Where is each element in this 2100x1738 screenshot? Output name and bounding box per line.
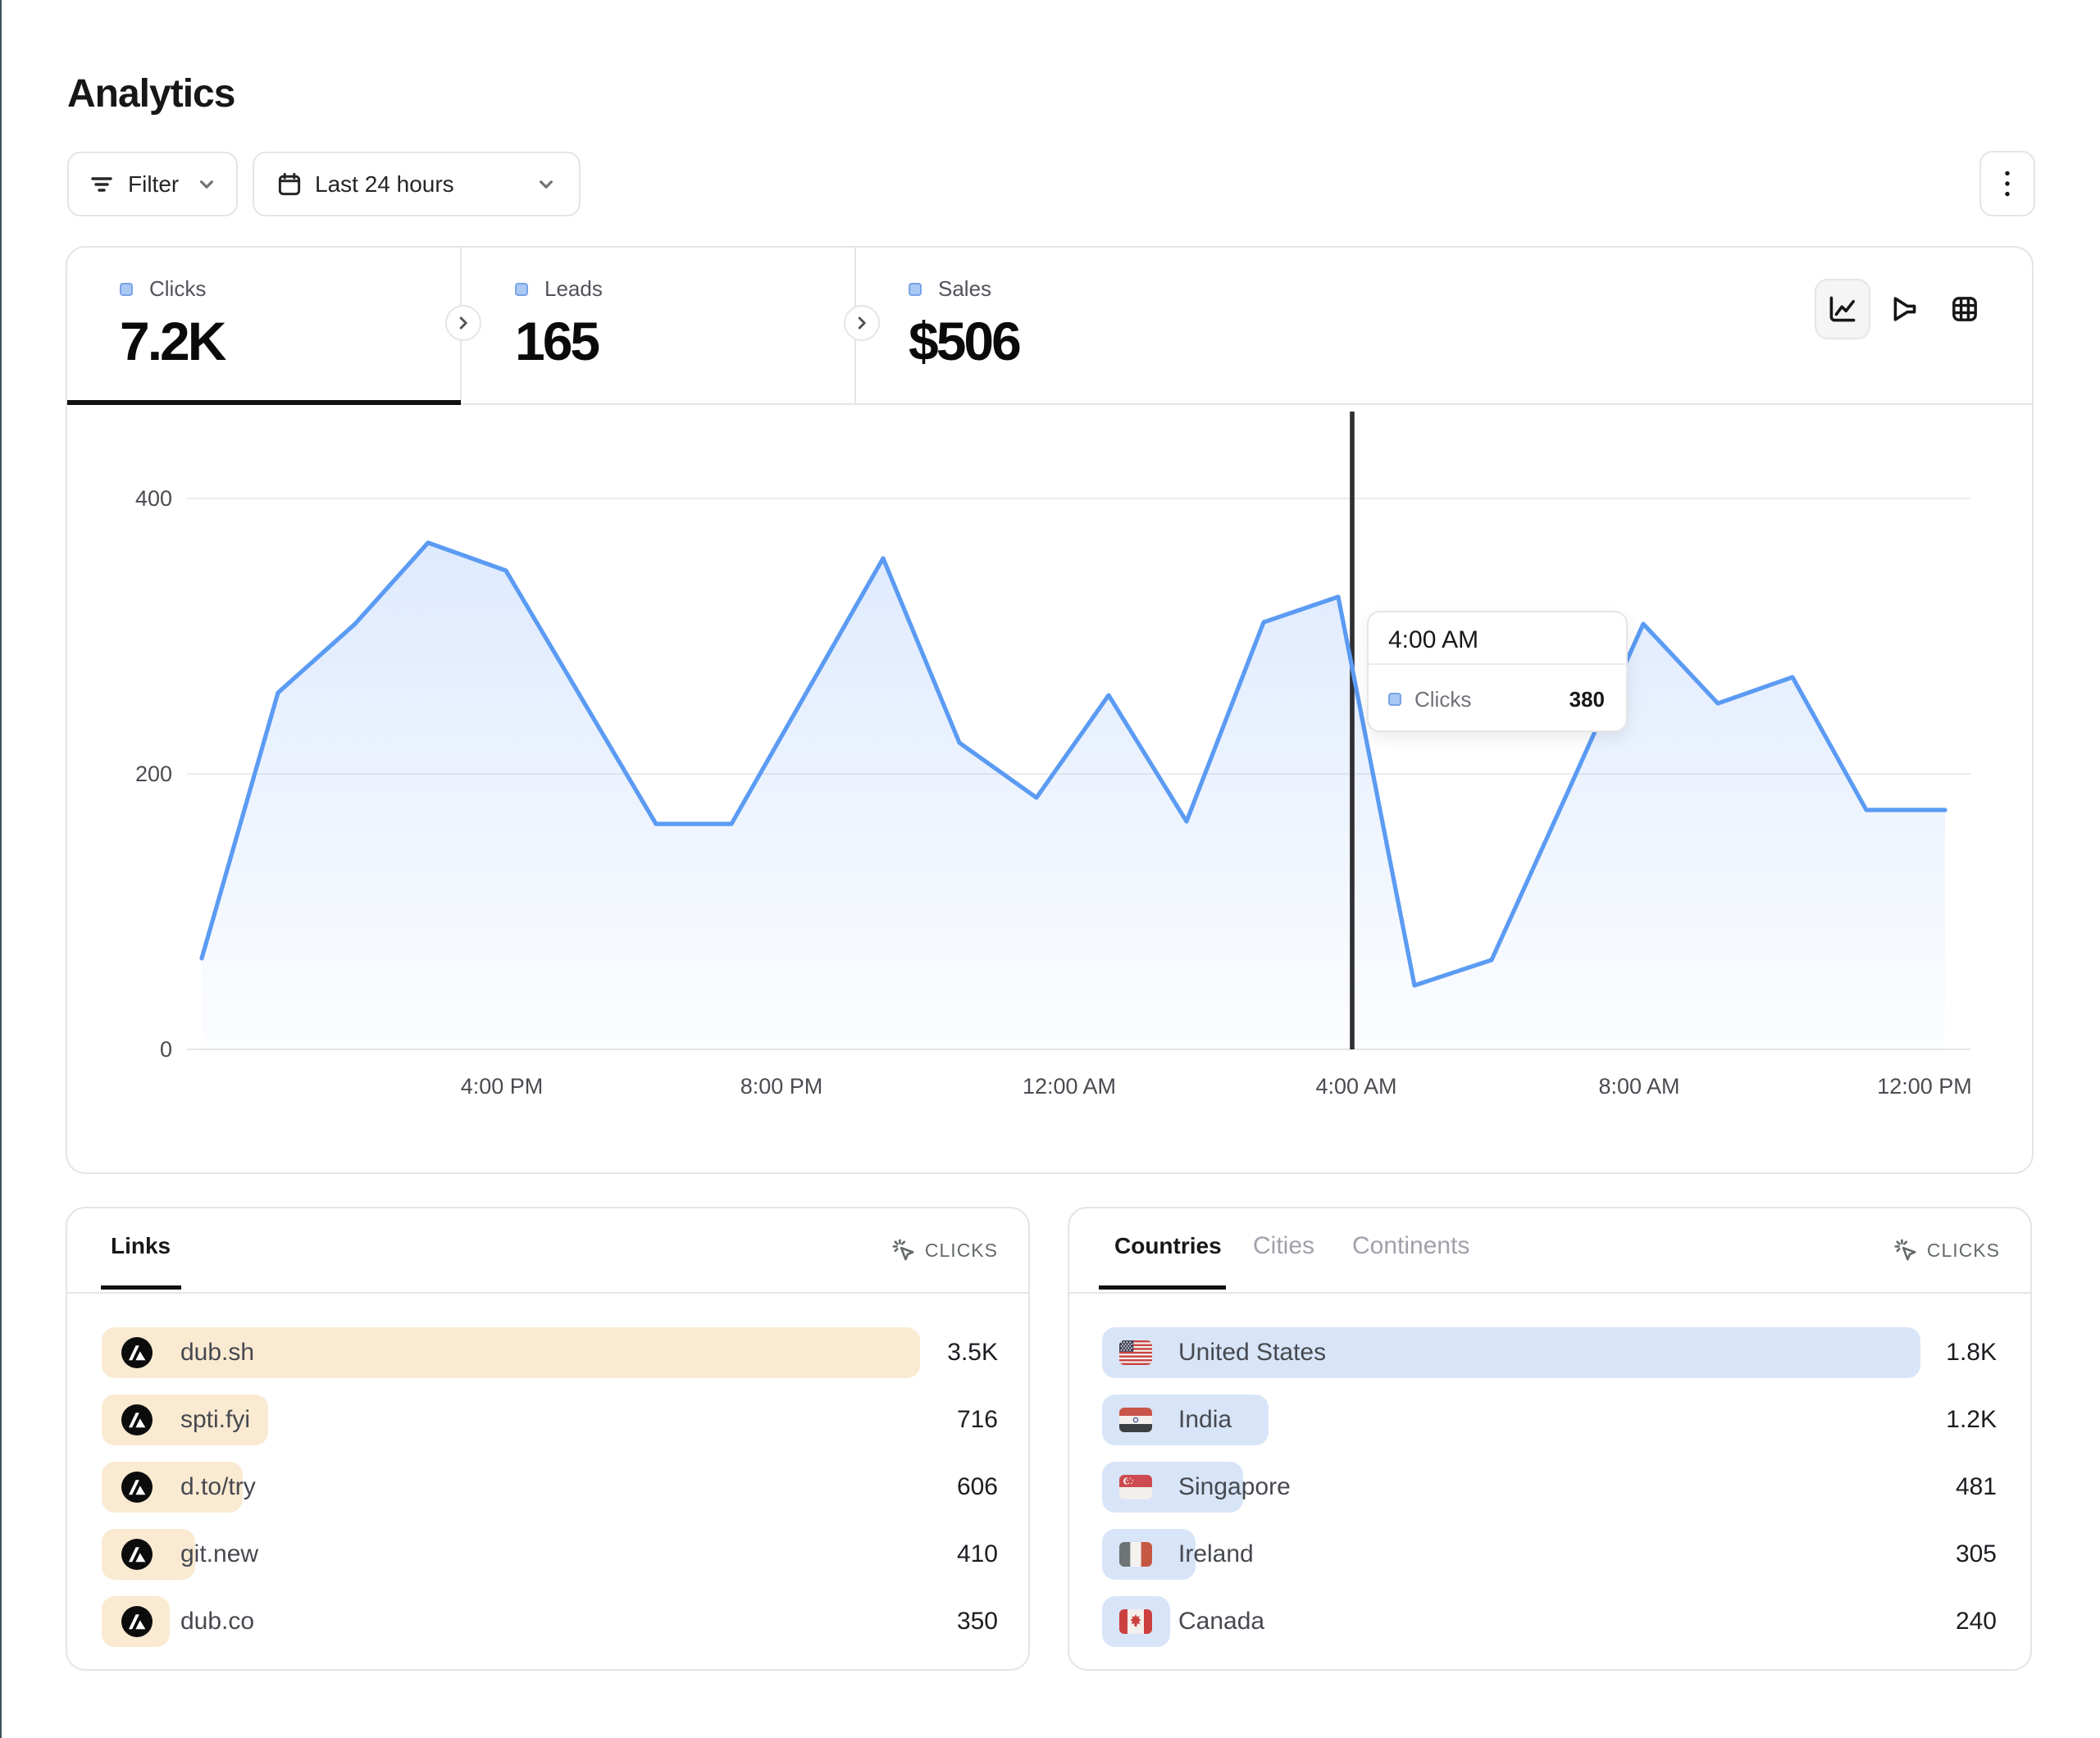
svg-text:8:00 AM: 8:00 AM xyxy=(1598,1074,1679,1099)
svg-text:400: 400 xyxy=(135,486,172,511)
svg-text:8:00 PM: 8:00 PM xyxy=(740,1074,823,1099)
svg-text:12:00 PM: 12:00 PM xyxy=(1877,1074,1972,1099)
svg-text:4:00 PM: 4:00 PM xyxy=(461,1074,544,1099)
svg-text:200: 200 xyxy=(135,762,172,786)
svg-text:12:00 AM: 12:00 AM xyxy=(1023,1074,1116,1099)
svg-text:4:00 AM: 4:00 AM xyxy=(1315,1074,1396,1099)
svg-text:0: 0 xyxy=(160,1037,172,1062)
